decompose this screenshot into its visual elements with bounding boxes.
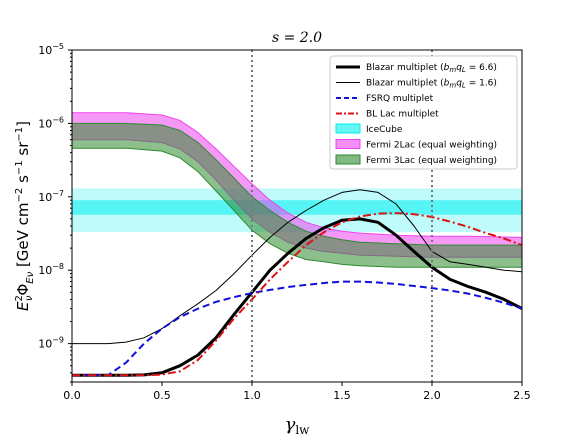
icecube-inner-band (72, 200, 522, 215)
blazar-multiplet-b-m-q-l-6-6-line (72, 217, 522, 377)
legend: Blazar multiplet (bmqL = 6.6) Blazar mult… (329, 55, 518, 170)
x-tick-label: 2.0 (423, 389, 441, 402)
x-tick-label: 1.5 (333, 389, 351, 402)
y-tick-label: 10−9 (38, 336, 64, 351)
x-tick-label: 1.0 (243, 389, 261, 402)
fermi-3lac-equal-weighting-band (72, 122, 522, 268)
icecube-legend-label: IceCube (366, 125, 403, 135)
y-tick-label: 10−8 (38, 262, 64, 277)
legend-box (329, 55, 518, 170)
x-axis-ticks: 0.0 0.5 1.0 1.5 2.0 2.5 (63, 382, 531, 402)
chart-title: s = 2.0 (272, 30, 322, 46)
lines-layer (72, 189, 522, 377)
fsrq-multiplet-line (72, 280, 522, 377)
x-tick-label: 0.0 (63, 389, 81, 402)
bands-layer (72, 112, 522, 268)
y-axis-ticks: 10−9 10−8 10−7 10−6 10−5 (38, 42, 72, 383)
x-axis-label: γlw (285, 414, 311, 436)
y-tick-label: 10−7 (38, 189, 64, 204)
y-tick-label: 10−6 (38, 115, 64, 130)
plot-frame (71, 49, 523, 383)
blazar-multiplet-b-m-q-l-6-6-legend-label: Blazar multiplet (bmqL = 6.6) (366, 63, 497, 74)
icecube-legend-swatch (335, 123, 361, 134)
x-tick-label: 0.5 (153, 389, 171, 402)
fsrq-multiplet-legend-label: FSRQ multiplet (366, 94, 434, 104)
fermi-3lac-equal-weighting-legend-swatch (335, 154, 361, 165)
x-tick-label: 2.5 (513, 389, 531, 402)
y-tick-label: 10−5 (38, 42, 64, 57)
y-axis-label: E2νΦEν [GeV cm−2 s−1 sr−1] (14, 121, 36, 311)
blazar-multiplet-b-m-q-l-1-6-line (72, 189, 522, 345)
fermi-2lac-equal-weighting-legend-swatch (335, 139, 361, 149)
blazar-multiplet-b-m-q-l-1-6-legend-label: Blazar multiplet (bmqL = 1.6) (366, 79, 497, 90)
fermi-2lac-equal-weighting-legend-label: Fermi 2Lac (equal weighting) (366, 141, 497, 151)
fermi-3lac-equal-weighting-legend-label: Fermi 3Lac (equal weighting) (366, 156, 497, 166)
bl-lac-multiplet-legend-label: BL Lac multiplet (366, 110, 439, 120)
